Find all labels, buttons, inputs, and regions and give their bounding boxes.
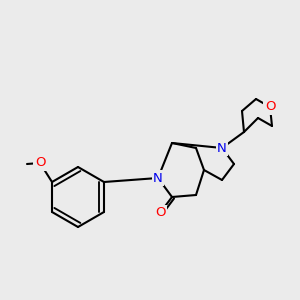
Text: O: O — [35, 157, 45, 169]
Text: O: O — [265, 100, 275, 113]
Text: O: O — [155, 206, 165, 220]
Text: N: N — [153, 172, 163, 184]
Text: O: O — [35, 157, 45, 169]
Text: N: N — [217, 142, 227, 154]
